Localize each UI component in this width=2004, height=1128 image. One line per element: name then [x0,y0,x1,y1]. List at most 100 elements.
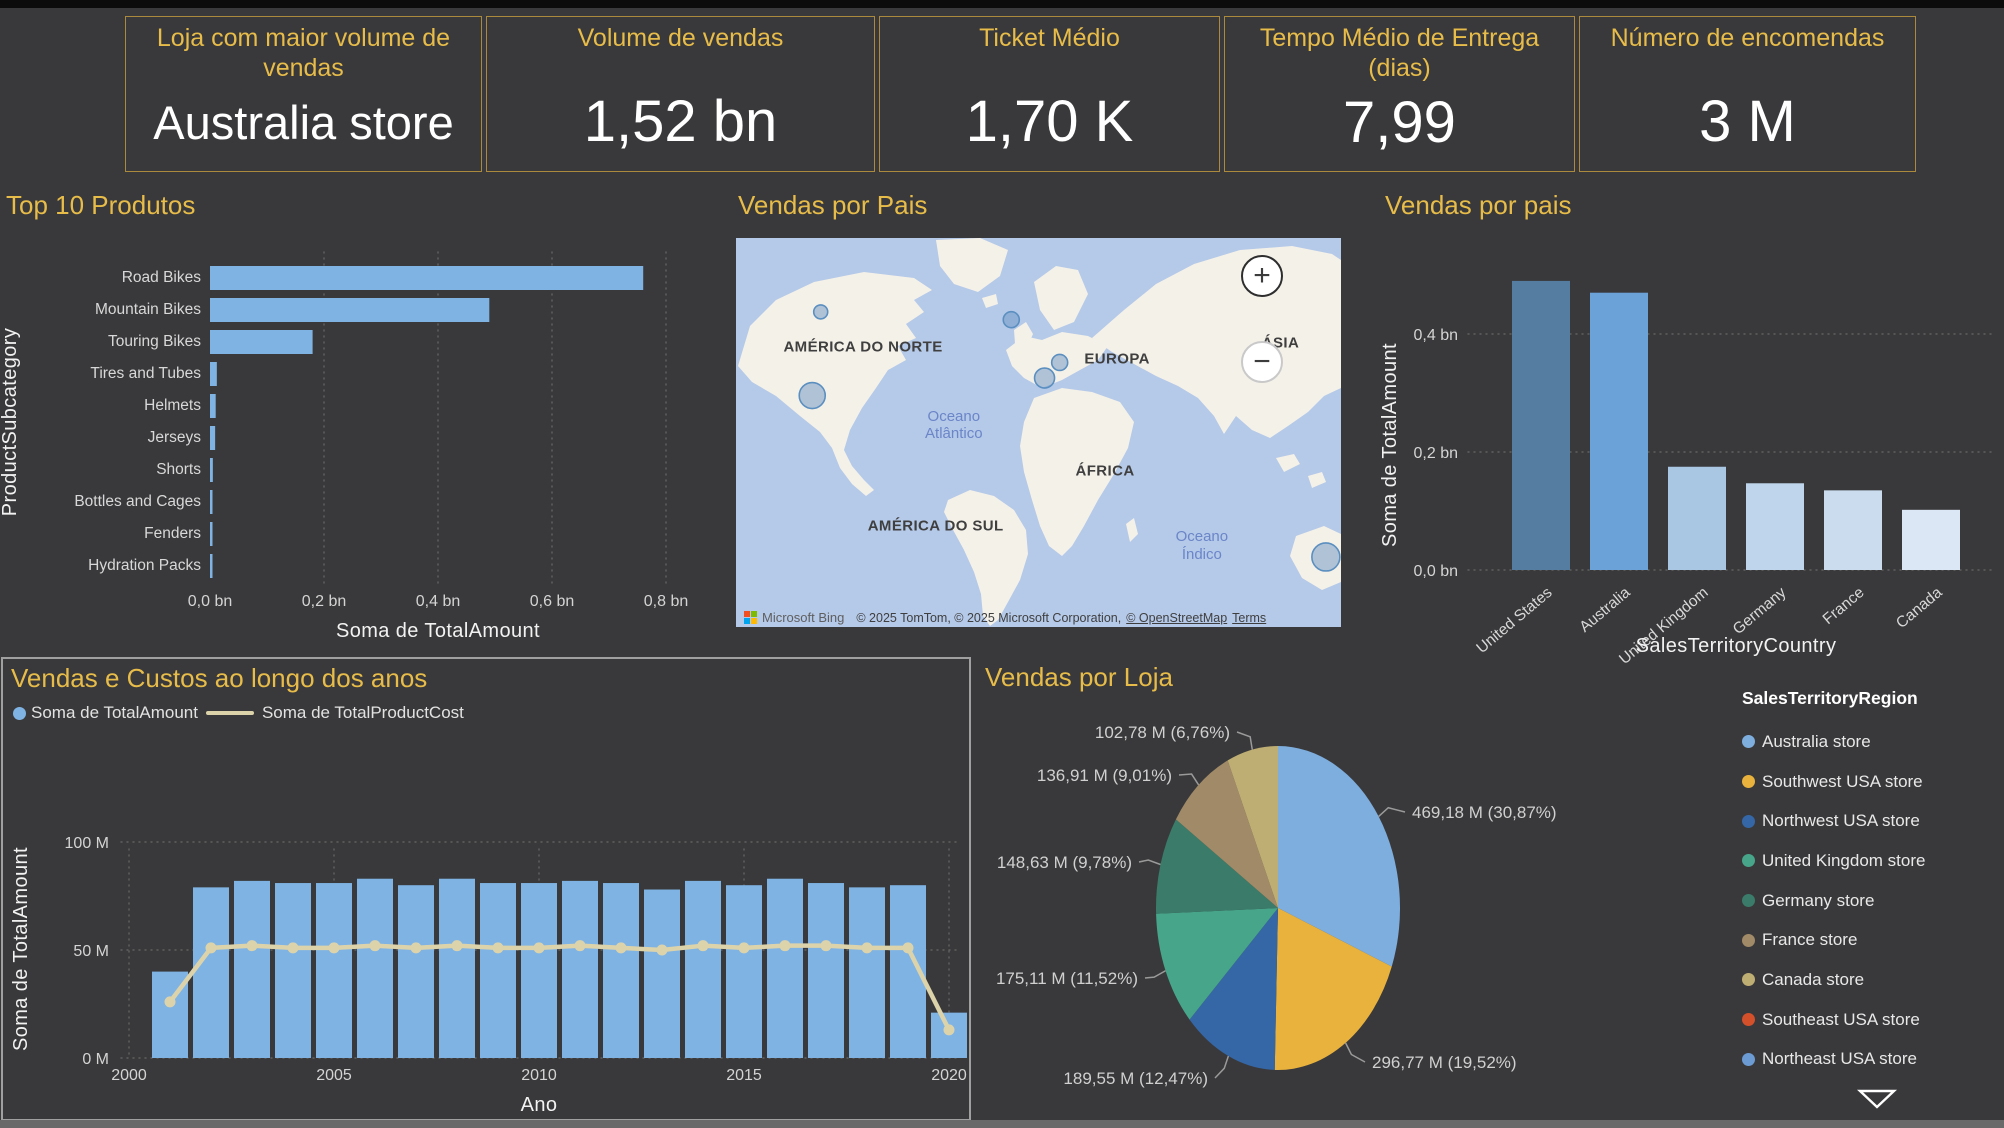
line-marker-2010[interactable] [533,942,545,954]
bar-2006[interactable] [357,878,393,1058]
map-bubble-United States[interactable] [798,381,827,410]
map-bubble-Germany[interactable] [1050,353,1069,372]
legend-item-Northeast USA store[interactable]: Northeast USA store [1742,1040,1998,1080]
sales-by-store-pie[interactable]: Vendas por Loja 469,18 M (30,87%) 296,77 … [980,644,1620,1128]
pie-slice-Germany store[interactable] [1156,819,1278,914]
bar-Shorts[interactable] [210,458,213,482]
line-marker-2011[interactable] [574,940,586,952]
legend-item-Northwest USA store[interactable]: Northwest USA store [1742,801,1998,841]
pie-slice-Canada store[interactable] [1227,746,1278,908]
line-marker-2016[interactable] [779,940,791,952]
bar-France[interactable] [1824,490,1882,570]
legend-item-Germany store[interactable]: Germany store [1742,881,1998,921]
bar-Australia[interactable] [1590,292,1648,570]
bar-Touring Bikes[interactable] [210,330,313,354]
bar-2009[interactable] [480,883,516,1058]
legend-item-Southwest USA store[interactable]: Southwest USA store [1742,762,1998,802]
line-marker-2001[interactable] [164,996,176,1008]
bar-Canada[interactable] [1902,509,1960,570]
bar-Fenders[interactable] [210,522,213,546]
bar-2018[interactable] [849,887,885,1058]
bar-2010[interactable] [521,883,557,1058]
bar-Hydration Packs[interactable] [210,554,213,578]
pie-slice-Northwest USA store[interactable] [1189,908,1278,1070]
bar-2011[interactable] [562,880,598,1058]
kpi-card-top-store[interactable]: Loja com maior volume de vendas Australi… [125,16,482,172]
line-marker-2014[interactable] [697,940,709,952]
pie-plot: 469,18 M (30,87%) 296,77 M (19,52%) 189,55… [996,723,1557,1088]
bar-2008[interactable] [439,878,475,1058]
bar-2007[interactable] [398,885,434,1058]
bar-2013[interactable] [644,889,680,1058]
line-marker-2015[interactable] [738,942,750,954]
legend-item-United Kingdom store[interactable]: United Kingdom store [1742,841,1998,881]
bar-2017[interactable] [808,883,844,1058]
map-bubble-Australia[interactable] [1311,542,1341,572]
line-marker-2013[interactable] [656,944,668,956]
sales-costs-over-years-chart[interactable]: Vendas e Custos ao longo dos anos Soma d… [1,657,971,1121]
legend-item-France store[interactable]: France store [1742,920,1998,960]
line-marker-2020[interactable] [943,1024,955,1036]
bar-Bottles and Cages[interactable] [210,490,213,514]
line-marker-2002[interactable] [205,942,217,954]
legend-label-totalamount[interactable]: Soma de TotalAmount [31,703,198,722]
line-marker-2007[interactable] [410,942,422,954]
bar-2002[interactable] [193,887,229,1058]
openstreetmap-link[interactable]: © OpenStreetMap [1126,610,1228,625]
pie-slice-United Kingdom store[interactable] [1156,908,1278,1020]
map-bubble-Canada[interactable] [812,304,829,320]
bar-United States[interactable] [1512,280,1570,570]
legend-label-totalproductcost[interactable]: Soma de TotalProductCost [261,703,464,722]
pie-data-label: 102,78 M (6,76%) [1095,723,1230,742]
line-marker-2012[interactable] [615,942,627,954]
bar-Jerseys[interactable] [210,426,216,450]
bar-Helmets[interactable] [210,394,216,418]
map-bubble-United Kingdom[interactable] [1002,310,1021,329]
bar-Road Bikes[interactable] [210,266,644,290]
line-marker-2006[interactable] [369,940,381,952]
legend-item-Canada store[interactable]: Canada store [1742,960,1998,1000]
bar-2012[interactable] [603,883,639,1058]
trend-line[interactable] [168,943,952,1031]
pie-slice-Australia store[interactable] [1278,746,1400,967]
map-zoom-in-button[interactable]: + [1241,255,1283,297]
map-canvas[interactable]: AMÉRICA DO NORTE EUROPA ÁSIA ÁFRICA AMÉRICA … [736,238,1341,627]
terms-link[interactable]: Terms [1232,610,1267,625]
top10-products-chart[interactable]: Top 10 Produtos 0,0 bn 0,2 bn 0,4 bn 0,6 bn… [0,190,730,660]
bar-Tires and Tubes[interactable] [210,362,217,386]
line-marker-2005[interactable] [328,942,340,954]
expand-chevron-down-icon[interactable] [1856,1086,1898,1112]
bar-2003[interactable] [234,880,270,1058]
line-marker-2019[interactable] [902,942,914,954]
bar-Germany[interactable] [1746,483,1804,570]
legend-item-Australia store[interactable]: Australia store [1742,722,1998,762]
line-marker-2008[interactable] [451,940,463,952]
bar-2015[interactable] [726,885,762,1058]
madagascar [1126,518,1138,542]
line-marker-2003[interactable] [246,940,258,952]
map-zoom-out-button[interactable]: − [1241,341,1283,383]
kpi-card-order-count[interactable]: Número de encomendas 3 M [1579,16,1916,172]
kpi-card-avg-delivery[interactable]: Tempo Médio de Entrega (dias) 7,99 [1224,16,1575,172]
pie-data-label: 189,55 M (12,47%) [1063,1069,1208,1088]
pie-slice-France store[interactable] [1175,760,1278,908]
line-marker-2018[interactable] [861,942,873,954]
legend-dot-icon [1742,933,1755,947]
line-marker-2004[interactable] [287,942,299,954]
kpi-title: Ticket Médio [979,24,1120,52]
kpi-card-sales-volume[interactable]: Volume de vendas 1,52 bn [486,16,875,172]
line-marker-2009[interactable] [492,942,504,954]
line-marker-2017[interactable] [820,940,832,952]
kpi-card-avg-ticket[interactable]: Ticket Médio 1,70 K [879,16,1220,172]
bar-2016[interactable] [767,878,803,1058]
legend-item-Southeast USA store[interactable]: Southeast USA store [1742,1000,1998,1040]
bar-2004[interactable] [275,883,311,1058]
bar-Mountain Bikes[interactable] [210,298,490,322]
sales-by-country-chart[interactable]: Vendas por pais 0,0 bn 0,2 bn 0,4 bn United… [1380,190,2004,665]
pie-slice-Southwest USA store[interactable] [1274,908,1392,1070]
bar-2014[interactable] [685,880,721,1058]
bar-United Kingdom[interactable] [1668,466,1726,570]
bar-2005[interactable] [316,883,352,1058]
map-bubble-France[interactable] [1033,367,1056,389]
